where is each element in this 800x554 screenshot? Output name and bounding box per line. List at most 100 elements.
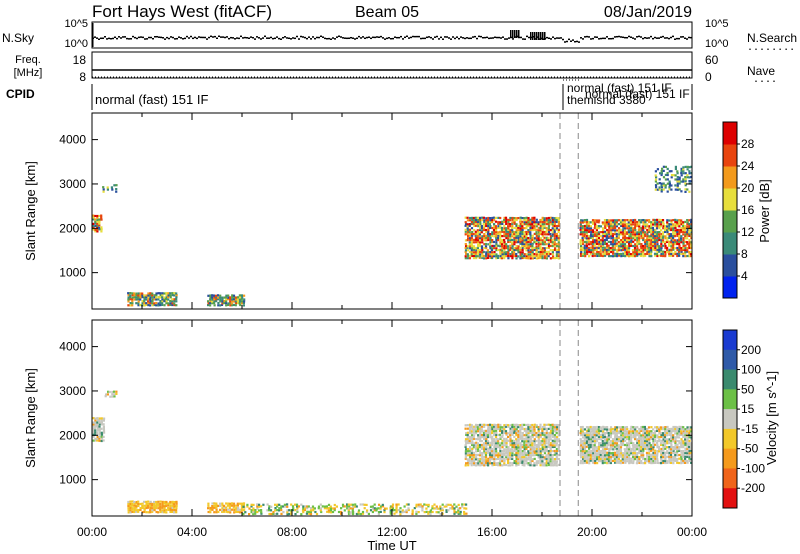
echo-cell bbox=[470, 220, 473, 224]
echo-cell bbox=[531, 444, 534, 447]
echo-cell bbox=[680, 170, 683, 173]
echo-cell bbox=[555, 245, 559, 248]
echo-cell bbox=[221, 300, 224, 303]
echo-cell bbox=[103, 417, 106, 420]
y-tick-label: 1000 bbox=[59, 266, 86, 280]
nsky-sample bbox=[166, 36, 168, 39]
echo-cell bbox=[541, 247, 545, 250]
echo-cell bbox=[209, 300, 212, 303]
echo-cell bbox=[484, 435, 487, 439]
echo-cell bbox=[346, 503, 349, 506]
echo-cell bbox=[670, 461, 673, 464]
echo-cell bbox=[680, 441, 683, 445]
echo-cell bbox=[603, 219, 607, 222]
nsky-sample bbox=[612, 37, 614, 40]
echo-cell bbox=[620, 224, 623, 227]
echo-cell bbox=[658, 231, 661, 234]
echo-cell bbox=[590, 230, 593, 234]
echo-cell bbox=[676, 178, 679, 181]
echo-cell bbox=[664, 442, 667, 445]
echo-cell bbox=[582, 436, 585, 439]
echo-cell bbox=[531, 450, 534, 453]
echo-cell bbox=[608, 456, 611, 459]
echo-cell bbox=[648, 244, 651, 247]
echo-cell bbox=[431, 510, 434, 514]
echo-cell bbox=[648, 432, 651, 435]
echo-cell bbox=[582, 231, 585, 234]
echo-cell bbox=[640, 426, 643, 429]
echo-cell bbox=[672, 219, 675, 222]
nsky-sample bbox=[558, 37, 560, 39]
echo-cell bbox=[127, 298, 130, 301]
echo-cell bbox=[653, 435, 657, 438]
echo-cell bbox=[471, 447, 474, 450]
echo-cell bbox=[149, 300, 152, 303]
echo-cell bbox=[482, 446, 485, 449]
echo-cell bbox=[593, 454, 596, 457]
echo-cell bbox=[221, 510, 224, 513]
echo-cell bbox=[652, 444, 655, 447]
echo-cell bbox=[296, 507, 299, 510]
echo-cell bbox=[629, 254, 632, 258]
echo-cell bbox=[595, 430, 598, 433]
echo-cell bbox=[490, 448, 494, 451]
echo-cell bbox=[626, 442, 629, 445]
colorbar-tick-label: -200 bbox=[741, 481, 765, 495]
echo-cell bbox=[662, 438, 665, 441]
echo-cell bbox=[227, 296, 230, 299]
echo-cell bbox=[475, 430, 478, 433]
echo-cell bbox=[495, 229, 498, 232]
nsky-sample bbox=[378, 36, 380, 38]
echo-cell bbox=[654, 246, 657, 249]
echo-cell bbox=[644, 252, 647, 256]
echo-cell bbox=[480, 462, 483, 465]
echo-cell bbox=[268, 507, 271, 510]
echo-cell bbox=[591, 461, 595, 464]
echo-cell bbox=[648, 240, 651, 243]
colorbar-segment bbox=[723, 428, 737, 450]
nsky-sample bbox=[642, 37, 644, 40]
echo-cell bbox=[485, 423, 488, 427]
echo-cell bbox=[131, 500, 134, 503]
echo-cell bbox=[537, 441, 540, 444]
echo-cell bbox=[531, 442, 534, 445]
echo-cell bbox=[217, 504, 220, 507]
echo-cell bbox=[628, 437, 631, 441]
echo-cell bbox=[640, 231, 643, 234]
echo-cell bbox=[549, 233, 552, 236]
echo-cell bbox=[503, 216, 506, 219]
echo-cell bbox=[646, 247, 649, 250]
echo-cell bbox=[654, 430, 657, 433]
echo-cell bbox=[521, 436, 524, 439]
echo-cell bbox=[537, 231, 541, 234]
nsky-sample bbox=[238, 37, 240, 40]
echo-cell bbox=[145, 504, 148, 507]
nsky-sample bbox=[400, 35, 402, 38]
echo-cell bbox=[525, 236, 528, 239]
echo-cell bbox=[620, 243, 623, 246]
echo-cell bbox=[517, 433, 520, 437]
echo-cell bbox=[155, 296, 158, 299]
echo-cell bbox=[539, 450, 542, 453]
echo-cell bbox=[686, 460, 689, 463]
echo-cell bbox=[389, 509, 392, 512]
echo-cell bbox=[642, 454, 645, 457]
echo-cell bbox=[515, 454, 518, 457]
echo-cell bbox=[482, 250, 485, 254]
date-label: 08/Jan/2019 bbox=[604, 4, 692, 21]
echo-cell bbox=[474, 230, 477, 233]
echo-cell bbox=[133, 296, 136, 299]
echo-cell bbox=[670, 221, 673, 224]
echo-cell bbox=[231, 296, 234, 299]
echo-cell bbox=[622, 238, 625, 242]
echo-cell bbox=[658, 461, 661, 465]
echo-cell bbox=[521, 217, 524, 220]
echo-cell bbox=[658, 245, 661, 248]
echo-cell bbox=[670, 427, 673, 430]
nsky-sample bbox=[208, 36, 210, 39]
echo-cell bbox=[233, 511, 236, 514]
echo-cell bbox=[650, 462, 653, 465]
echo-cell bbox=[503, 439, 506, 443]
echo-cell bbox=[169, 303, 172, 306]
echo-cell bbox=[483, 220, 486, 223]
